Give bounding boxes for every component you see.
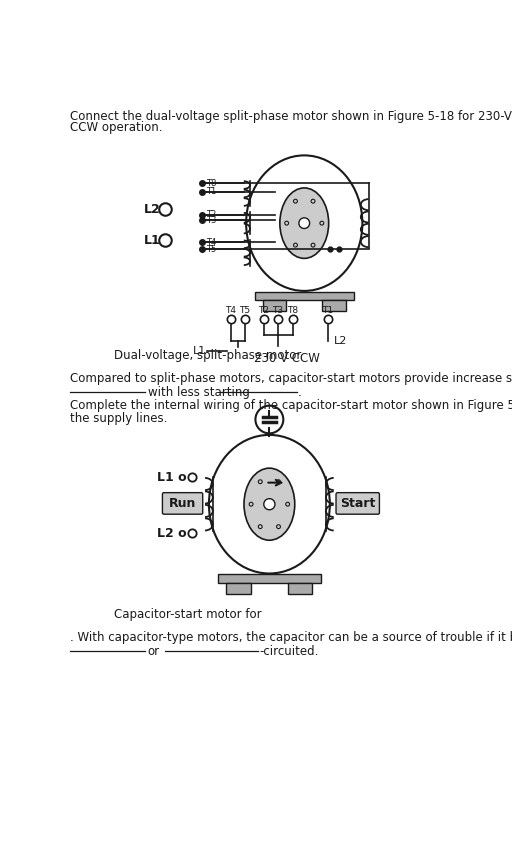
Circle shape [299, 218, 310, 228]
Text: T3: T3 [272, 306, 284, 315]
Text: or: or [147, 645, 160, 658]
Text: the supply lines.: the supply lines. [70, 412, 167, 425]
Text: Capacitor-start motor for: Capacitor-start motor for [114, 608, 262, 621]
Bar [218, 574, 321, 583]
Text: L1 o: L1 o [157, 471, 186, 484]
Text: Complete the internal wiring of the capacitor-start motor shown in Figure 5-19 t: Complete the internal wiring of the capa… [70, 400, 512, 413]
FancyBboxPatch shape [162, 493, 203, 514]
Text: L2 o: L2 o [157, 527, 186, 540]
Text: T8: T8 [206, 178, 216, 188]
Bar [255, 292, 354, 300]
Text: -circuited.: -circuited. [259, 645, 318, 658]
Text: .: . [298, 386, 302, 399]
Text: T2: T2 [259, 306, 269, 315]
FancyBboxPatch shape [336, 493, 379, 514]
Bar [288, 583, 312, 593]
Ellipse shape [244, 468, 295, 541]
Text: . With capacitor-type motors, the capacitor can be a source of trouble if it bec: . With capacitor-type motors, the capaci… [70, 631, 512, 644]
Text: L1: L1 [193, 346, 206, 356]
Text: L2: L2 [334, 336, 347, 346]
Text: T2: T2 [206, 210, 216, 219]
Text: T8: T8 [287, 306, 298, 315]
Ellipse shape [280, 188, 329, 259]
Bar [322, 300, 346, 311]
Text: Compared to split-phase motors, capacitor-start motors provide increase starting: Compared to split-phase motors, capacito… [70, 372, 512, 385]
Text: T5: T5 [239, 306, 250, 315]
Text: 230 V CCW: 230 V CCW [254, 352, 320, 365]
Text: T3: T3 [206, 215, 216, 225]
Text: L2: L2 [144, 202, 161, 215]
Text: Connect the dual-voltage split-phase motor shown in Figure 5-18 for 230-V: Connect the dual-voltage split-phase mot… [70, 110, 512, 123]
Circle shape [264, 498, 275, 509]
Text: T4: T4 [225, 306, 236, 315]
Text: Start: Start [340, 497, 375, 510]
Text: L1: L1 [144, 234, 161, 247]
Text: Dual-voltage, split-phase motor: Dual-voltage, split-phase motor [114, 349, 302, 362]
Text: CCW operation.: CCW operation. [70, 121, 163, 134]
Text: Run: Run [169, 497, 196, 510]
Text: with less starting: with less starting [147, 386, 249, 399]
Bar [263, 300, 286, 311]
Bar [226, 583, 251, 593]
Text: T1: T1 [322, 306, 333, 315]
Text: T5: T5 [206, 245, 216, 253]
Text: T1: T1 [206, 187, 216, 196]
Text: T4: T4 [206, 238, 216, 247]
